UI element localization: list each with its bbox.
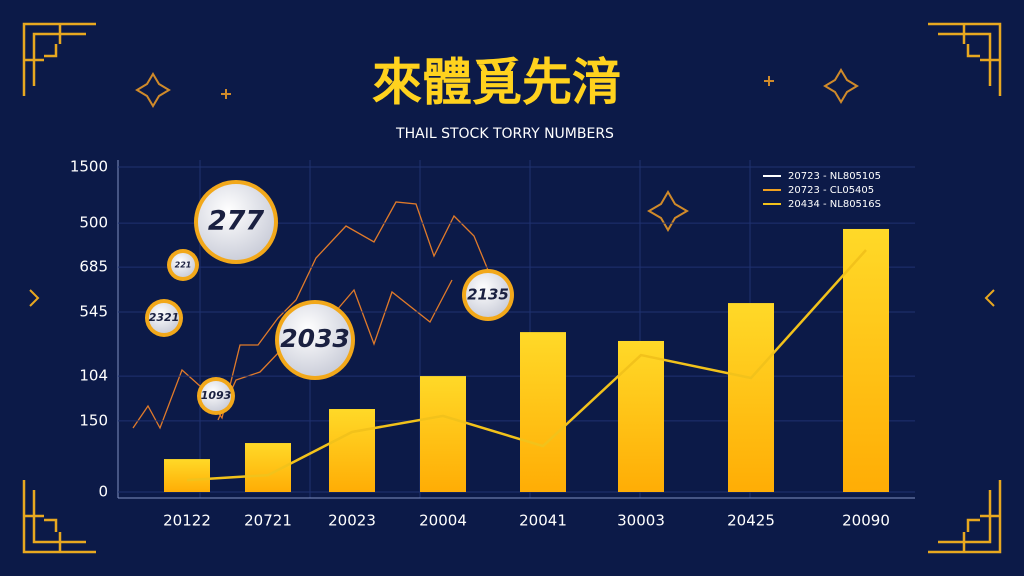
ball <box>279 304 351 376</box>
line <box>186 249 867 482</box>
x-tick-label: 30003 <box>617 512 665 530</box>
bar <box>728 303 774 492</box>
y-tick-label: 500 <box>79 214 108 232</box>
ball-label: 221 <box>175 261 192 270</box>
y-tick-label: 685 <box>79 258 108 276</box>
y-tick-label: 1500 <box>70 158 108 176</box>
legend-label: 20434 - NL80516S <box>788 199 881 210</box>
ball <box>201 381 231 411</box>
ball <box>171 253 195 277</box>
bar <box>618 340 664 492</box>
ball <box>198 184 274 260</box>
y-tick-label: 545 <box>79 302 108 320</box>
bar <box>520 332 566 492</box>
x-tick-label: 20090 <box>842 512 890 530</box>
chart-title: 來體覓先湇 <box>372 54 622 112</box>
ball-label: 2033 <box>280 324 350 353</box>
bar <box>329 409 375 492</box>
x-tick-label: 20023 <box>328 512 376 530</box>
legend-label: 20723 - CL05405 <box>788 185 874 196</box>
bar <box>420 376 466 492</box>
y-tick-label: 0 <box>98 483 108 501</box>
x-tick-label: 20425 <box>727 512 775 530</box>
x-tick-label: 20041 <box>519 512 567 530</box>
ball-label: 2135 <box>467 286 509 304</box>
x-tick-label: 20721 <box>244 512 292 530</box>
y-tick-label: 150 <box>79 411 108 429</box>
bar <box>843 228 889 492</box>
ball-label: 2321 <box>149 311 180 324</box>
ball <box>149 303 179 333</box>
ball <box>466 273 510 317</box>
ball-label: 277 <box>208 206 265 237</box>
legend-label: 20723 - NL805105 <box>788 171 881 182</box>
ball-label: 1093 <box>201 389 232 402</box>
bar <box>164 459 210 492</box>
corner-ornaments <box>22 22 1002 554</box>
chart-subtitle: THAIL STOCK TORRY NUMBERS <box>395 126 614 142</box>
x-tick-label: 20004 <box>419 512 467 530</box>
y-tick-label: 104 <box>79 367 108 385</box>
x-tick-label: 20122 <box>163 512 211 530</box>
